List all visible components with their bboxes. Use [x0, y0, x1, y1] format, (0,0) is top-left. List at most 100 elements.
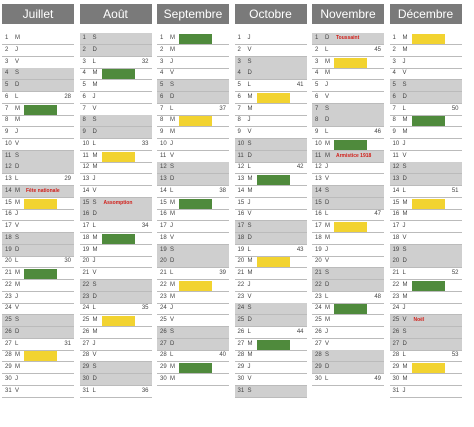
day-letter: L: [92, 223, 96, 229]
day-number: 24: [315, 305, 322, 312]
day-letter: V: [325, 93, 330, 100]
day-number: 8: [160, 117, 164, 124]
day-number: 13: [392, 176, 400, 182]
day-letter: D: [15, 328, 20, 335]
day-letter: M: [325, 152, 330, 159]
day-row: 23 M: [389, 292, 462, 304]
day-row: 25 V Noël: [389, 315, 462, 327]
day-row: 17 M: [312, 221, 384, 233]
day-letter: S: [247, 58, 252, 65]
day-number: 20: [392, 258, 400, 265]
day-number: 14: [82, 187, 90, 194]
day-row: 30 J: [2, 374, 74, 386]
day-letter: L: [402, 352, 406, 359]
day-number: 2: [5, 46, 9, 53]
day-number: 16: [315, 211, 322, 218]
day-letter: L: [170, 105, 174, 112]
day-number: 6: [160, 93, 164, 100]
day-letter: M: [92, 246, 98, 253]
day-letter: J: [92, 340, 96, 347]
day-row: 17 L 34: [79, 221, 152, 233]
day-row: 14 V: [79, 186, 152, 198]
day-number: 12: [82, 164, 90, 171]
day-number: 30: [5, 375, 12, 382]
week-number: 43: [296, 246, 304, 253]
week-number: 46: [374, 129, 381, 135]
day-number: 7: [315, 105, 319, 112]
day-number: 25: [82, 317, 90, 323]
day-number: 28: [5, 352, 12, 359]
day-row: 23 L 48: [312, 292, 384, 304]
day-letter: V: [15, 305, 20, 312]
day-number: 5: [5, 82, 9, 88]
day-letter: M: [92, 317, 98, 323]
day-row: 19 S: [389, 244, 462, 257]
day-row: 6 L 28: [2, 92, 74, 104]
day-letter: L: [402, 187, 406, 194]
day-row: 23 D: [79, 291, 152, 304]
day-row: 29 M: [2, 362, 74, 374]
day-number: 11: [5, 152, 12, 159]
highlight: [334, 304, 367, 315]
day-row: 3 L 32: [79, 57, 152, 69]
day-row: 25 M: [79, 315, 152, 327]
day-row: 28 L 53: [389, 350, 462, 363]
day-number: 25: [392, 317, 400, 323]
day-row: 18 V: [157, 233, 229, 245]
day-number: 29: [160, 364, 167, 370]
week-number: 39: [219, 270, 226, 276]
day-number: 30: [82, 375, 90, 382]
day-number: 18: [82, 234, 90, 241]
day-letter: S: [15, 70, 20, 77]
day-row: 27 V: [312, 339, 384, 351]
day-number: 27: [315, 340, 322, 347]
day-row: 12 L 42: [234, 162, 307, 175]
day-number: 30: [237, 375, 245, 382]
day-letter: S: [170, 164, 175, 171]
day-number: 20: [82, 258, 90, 265]
day-number: 28: [160, 352, 167, 359]
day-number: 27: [392, 340, 400, 347]
day-row: 17 S: [234, 221, 307, 233]
week-number: 32: [141, 58, 149, 65]
day-letter: V: [247, 129, 252, 135]
day-letter: J: [325, 328, 328, 335]
day-letter: M: [170, 129, 175, 135]
day-number: 28: [237, 352, 245, 359]
day-row: 11 S: [2, 150, 74, 163]
day-number: 14: [315, 187, 322, 194]
day-letter: D: [15, 246, 20, 253]
day-row: 22 S: [79, 279, 152, 292]
day-number: 2: [392, 46, 396, 53]
day-number: 13: [5, 176, 12, 182]
week-number: 52: [451, 270, 459, 276]
day-number: 12: [5, 164, 12, 171]
day-row: 28 M: [234, 350, 307, 363]
week-number: 37: [219, 105, 226, 112]
day-number: 14: [160, 187, 167, 194]
day-number: 26: [237, 328, 245, 335]
day-letter: J: [247, 281, 251, 288]
day-row: 12 M: [79, 162, 152, 175]
day-number: 3: [5, 58, 9, 65]
day-letter: D: [15, 164, 20, 171]
day-letter: D: [247, 234, 252, 241]
day-row: 13 J: [79, 174, 152, 186]
day-number: 31: [392, 387, 400, 394]
week-number: 36: [141, 387, 149, 394]
highlight: [256, 92, 290, 103]
day-row: 13 D: [157, 174, 229, 186]
week-number: 51: [451, 187, 459, 194]
day-letter: L: [325, 46, 329, 53]
day-letter: M: [170, 117, 175, 124]
day-letter: M: [170, 46, 175, 53]
day-letter: V: [92, 270, 97, 276]
